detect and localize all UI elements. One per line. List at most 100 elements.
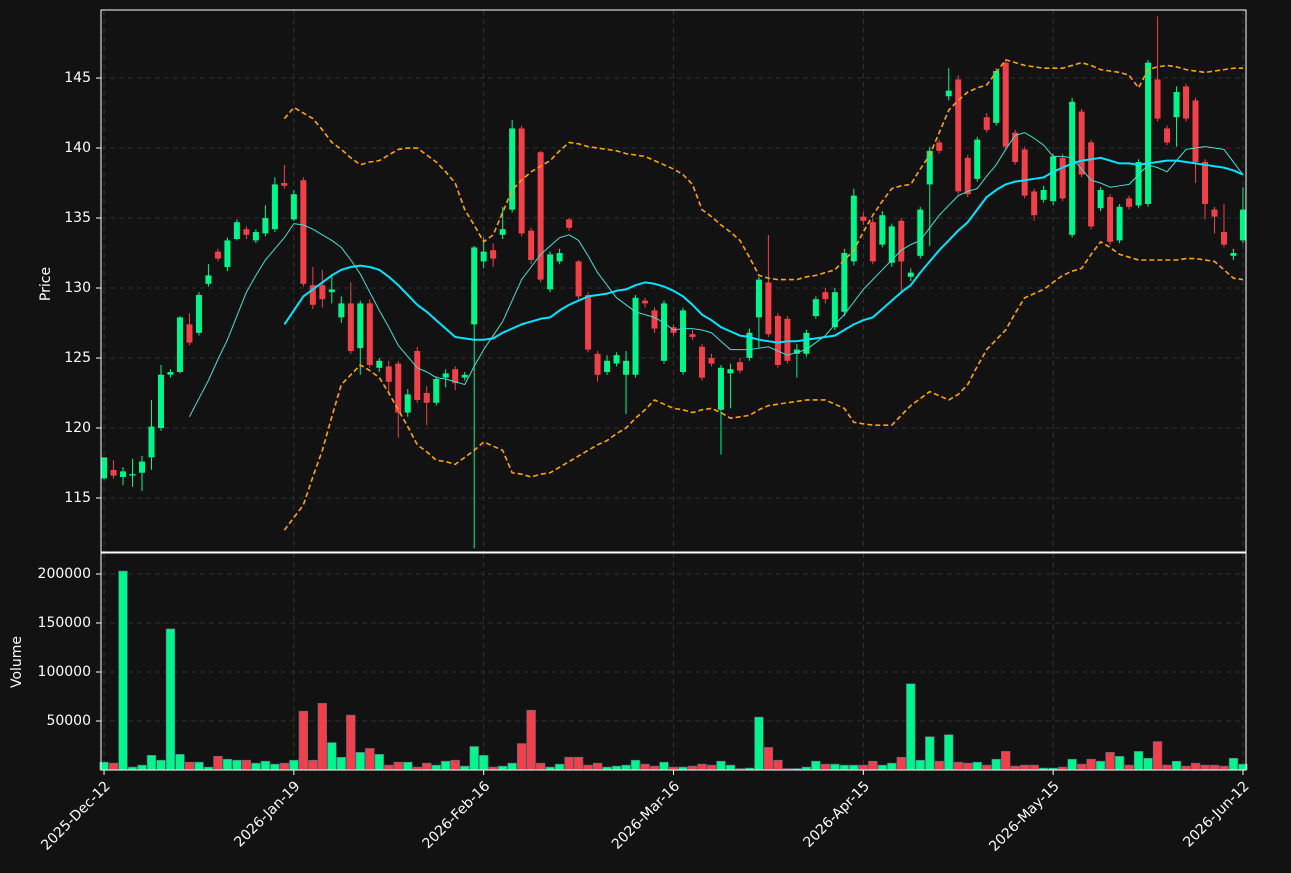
candle-body bbox=[300, 180, 307, 284]
volume-bar bbox=[1162, 764, 1172, 771]
volume-bar bbox=[137, 764, 147, 771]
volume-bar bbox=[1143, 757, 1153, 771]
volume-bar bbox=[289, 759, 299, 771]
volume-bar bbox=[317, 703, 327, 771]
y-tick-label: 145 bbox=[64, 70, 91, 86]
volume-bar bbox=[754, 716, 764, 771]
candle-body bbox=[594, 353, 601, 375]
candle-body bbox=[195, 294, 202, 333]
candle-body bbox=[879, 215, 886, 245]
candle-body bbox=[395, 363, 402, 413]
candle-body bbox=[461, 374, 468, 378]
volume-bar bbox=[469, 746, 479, 771]
volume-bar bbox=[687, 765, 698, 771]
indicator-line bbox=[283, 156, 1244, 344]
candle-body bbox=[528, 230, 535, 261]
volume-bar bbox=[1219, 765, 1229, 771]
candle-body bbox=[708, 357, 715, 364]
candle-body bbox=[347, 303, 354, 351]
candle-body bbox=[262, 218, 269, 234]
candle-body bbox=[366, 303, 373, 365]
candle-body bbox=[1154, 79, 1161, 119]
volume-bar bbox=[384, 764, 394, 771]
candle-body bbox=[717, 367, 724, 410]
candle-body bbox=[224, 240, 231, 268]
plot-frame bbox=[100, 9, 1247, 553]
volume-bar bbox=[830, 763, 840, 771]
volume-bar bbox=[1171, 760, 1182, 771]
candle-body bbox=[214, 251, 221, 259]
volume-bar bbox=[479, 754, 489, 771]
candle-body bbox=[167, 371, 174, 375]
candle-body bbox=[1040, 190, 1047, 200]
volume-bar bbox=[1190, 762, 1201, 771]
volume-bar bbox=[1181, 765, 1191, 771]
volume-bar bbox=[374, 754, 384, 771]
y-tick-label: 200000 bbox=[38, 566, 91, 582]
volume-bar bbox=[649, 765, 660, 771]
candle-body bbox=[1116, 206, 1123, 241]
candle-body bbox=[509, 128, 516, 210]
volume-bar bbox=[1114, 755, 1125, 771]
y-tick-label: 140 bbox=[64, 140, 91, 156]
volume-bar bbox=[934, 760, 944, 771]
volume-bar bbox=[1095, 760, 1106, 771]
candle-body bbox=[1239, 209, 1246, 241]
volume-bar bbox=[1076, 763, 1087, 771]
candle-body bbox=[585, 294, 592, 350]
candle-body bbox=[575, 261, 582, 297]
candle-body bbox=[499, 229, 506, 235]
volume-bar bbox=[108, 762, 119, 771]
candle-body bbox=[1078, 111, 1085, 175]
candle-body bbox=[480, 251, 487, 262]
candle-body bbox=[926, 150, 933, 185]
volume-bar bbox=[222, 758, 233, 771]
candle-body bbox=[1192, 100, 1199, 163]
volume-bar bbox=[1228, 757, 1239, 771]
volume-bar bbox=[232, 759, 242, 771]
volume-bar bbox=[659, 761, 669, 771]
y-tick-label: 135 bbox=[64, 210, 91, 226]
volume-bar bbox=[982, 764, 992, 771]
candle-body bbox=[1220, 232, 1227, 245]
volume-bar bbox=[944, 734, 954, 771]
candle-body bbox=[1059, 157, 1066, 199]
volume-bar bbox=[441, 760, 451, 771]
candle-body bbox=[139, 461, 146, 473]
candle-body bbox=[774, 315, 781, 365]
candle-body bbox=[1012, 132, 1019, 163]
volume-bar bbox=[1152, 741, 1163, 771]
candle-body bbox=[860, 216, 867, 221]
candle-body bbox=[537, 152, 544, 280]
volume-bar bbox=[592, 762, 603, 771]
volume-bar bbox=[1086, 758, 1096, 771]
candle-body bbox=[101, 457, 108, 479]
volume-bar bbox=[820, 763, 831, 771]
volume-bar bbox=[1105, 752, 1115, 771]
volume-bar bbox=[393, 761, 403, 771]
candle-body bbox=[983, 117, 990, 130]
candle-body bbox=[651, 310, 658, 329]
volume-bar bbox=[1001, 751, 1011, 771]
y-tick-label: 130 bbox=[64, 280, 91, 296]
candle-body bbox=[233, 222, 240, 240]
candle-body bbox=[376, 360, 383, 368]
candle-body bbox=[1230, 253, 1237, 256]
volume-bar bbox=[298, 710, 309, 771]
candle-body bbox=[936, 142, 943, 151]
volume-bar bbox=[963, 762, 973, 771]
y-axis-label: Volume bbox=[9, 636, 25, 688]
candle-body bbox=[309, 285, 316, 305]
volume-bar bbox=[175, 754, 185, 771]
candle-body bbox=[803, 332, 810, 354]
candle-body bbox=[556, 253, 563, 262]
candle-body bbox=[110, 469, 117, 476]
volume-bar bbox=[516, 743, 527, 771]
candle-body bbox=[205, 275, 212, 284]
candle-body bbox=[698, 346, 705, 378]
volume-bar bbox=[431, 764, 441, 771]
candle-body bbox=[917, 209, 924, 256]
volume-bar bbox=[403, 761, 413, 771]
candle-body bbox=[822, 292, 829, 300]
